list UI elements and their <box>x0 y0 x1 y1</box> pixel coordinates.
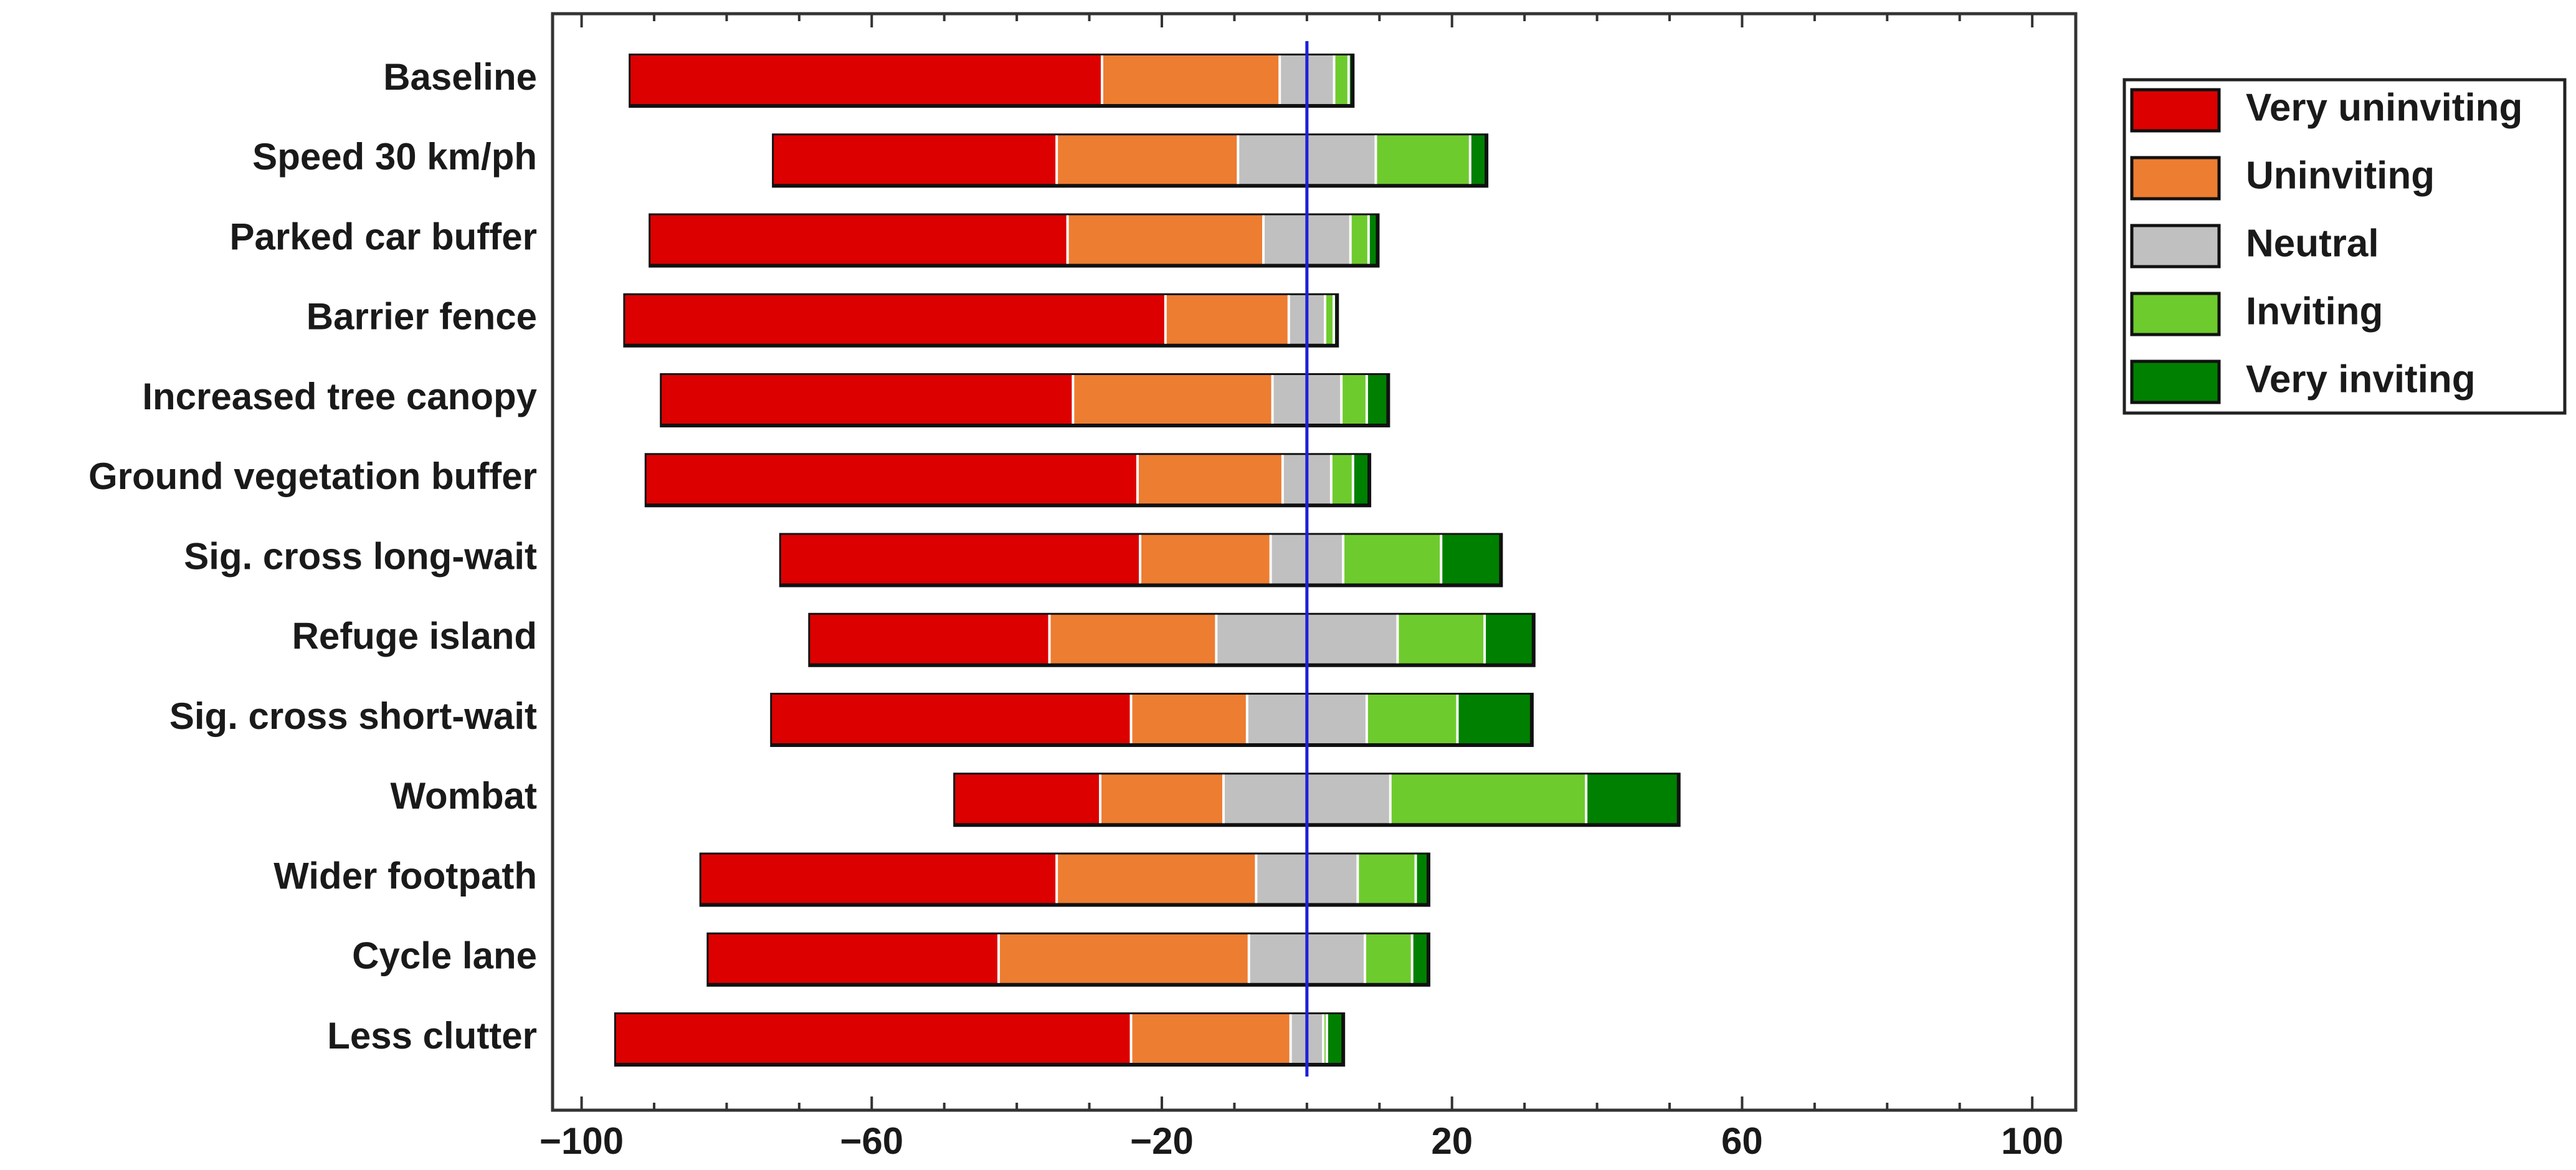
bar-segment-very-uninviting <box>955 774 1101 824</box>
category-labels: Baseline Speed 30 km/ph Parked car buffer B… <box>88 56 538 1057</box>
category-label: Refuge island <box>292 616 537 657</box>
bar-segment-very-inviting <box>1352 455 1368 504</box>
bar-segment-inviting <box>1350 215 1369 264</box>
bar-segment-inviting <box>1390 774 1587 824</box>
category-label: Sig. cross long-wait <box>184 535 537 577</box>
legend-item-very-inviting: Very inviting <box>2130 358 2476 404</box>
bar-segment-very-uninviting <box>701 854 1057 903</box>
bar-segment-very-inviting <box>1412 934 1427 983</box>
bar-segment-very-inviting <box>1366 375 1387 424</box>
bar-segment-uninviting <box>1049 614 1217 663</box>
bar-segment-uninviting <box>999 934 1249 983</box>
category-label: Sig. cross short-wait <box>169 695 537 737</box>
bar-segment-inviting <box>1366 695 1458 743</box>
bar-segment-inviting <box>1341 375 1367 424</box>
bar-segment-very-uninviting <box>708 934 999 983</box>
x-tick-label: 100 <box>2001 1120 2063 1162</box>
bar-segment-very-inviting <box>1441 535 1499 584</box>
bar-segment-very-uninviting <box>810 614 1050 663</box>
bar-segment-very-uninviting <box>625 295 1166 344</box>
bar-segment-very-uninviting <box>774 135 1057 184</box>
category-label: Wombat <box>390 775 537 817</box>
legend-label: Inviting <box>2246 290 2383 333</box>
category-label: Speed 30 km/ph <box>252 136 537 178</box>
category-label: Parked car buffer <box>229 216 537 257</box>
bar-segment-very-inviting <box>1415 854 1427 903</box>
bars-layer <box>614 54 1681 1067</box>
bar-segment-uninviting <box>1101 55 1280 104</box>
bar-segment-uninviting <box>1073 375 1273 424</box>
legend-swatch <box>2130 156 2221 201</box>
bar-segment-inviting <box>1397 614 1485 663</box>
legend-label: Very inviting <box>2246 358 2476 401</box>
legend-swatch <box>2130 88 2221 133</box>
bar-segment-inviting <box>1331 455 1353 504</box>
legend-item-very-uninviting: Very uninviting <box>2130 86 2522 133</box>
category-label: Increased tree canopy <box>142 376 537 417</box>
x-tick-label: −100 <box>539 1120 624 1162</box>
category-label: Wider footpath <box>273 855 537 897</box>
x-tick-label: −20 <box>1130 1120 1194 1162</box>
category-label: Cycle lane <box>352 935 537 977</box>
legend-item-neutral: Neutral <box>2130 222 2379 269</box>
x-tick-label: 60 <box>1721 1120 1763 1162</box>
bar-segment-uninviting <box>1100 774 1224 824</box>
bar-segment-very-inviting <box>1368 215 1376 264</box>
bar-segment-uninviting <box>1131 695 1247 743</box>
legend-label: Uninviting <box>2246 154 2435 197</box>
bar-segment-inviting <box>1357 854 1416 903</box>
bar-segment-very-uninviting <box>646 455 1138 504</box>
bar-segment-very-inviting <box>1485 614 1532 663</box>
bar-segment-inviting <box>1334 55 1349 104</box>
category-label: Baseline <box>383 56 537 98</box>
legend-label: Neutral <box>2246 222 2379 265</box>
bar-segment-inviting <box>1343 535 1442 584</box>
bar-segment-inviting <box>1376 135 1470 184</box>
legend-swatch <box>2130 224 2221 269</box>
bar-segment-inviting <box>1324 295 1334 344</box>
legend-label: Very uninviting <box>2246 86 2522 129</box>
bar-segment-uninviting <box>1057 135 1238 184</box>
bar-segment-uninviting <box>1137 455 1283 504</box>
legend-swatch <box>2130 359 2221 404</box>
bar-segment-uninviting <box>1165 295 1289 344</box>
bar-segment-very-uninviting <box>662 375 1073 424</box>
bar-segment-very-uninviting <box>615 1014 1131 1063</box>
bar-segment-uninviting <box>1131 1014 1291 1063</box>
bar-segment-inviting <box>1323 1014 1327 1063</box>
bar-segment-very-uninviting <box>630 55 1102 104</box>
legend: Very uninviting Uninviting Neutral Invit… <box>2122 78 2567 415</box>
legend-item-inviting: Inviting <box>2130 290 2383 336</box>
legend-swatch <box>2130 292 2221 336</box>
bar-segment-very-uninviting <box>772 695 1131 743</box>
bar-segment-uninviting <box>1067 215 1263 264</box>
bar-segment-very-uninviting <box>650 215 1068 264</box>
bar-segment-uninviting <box>1057 854 1257 903</box>
x-tick-label: 20 <box>1431 1120 1473 1162</box>
bar-segment-very-uninviting <box>781 535 1141 584</box>
bar-segment-very-inviting <box>1326 1014 1342 1063</box>
bar-segment-inviting <box>1365 934 1412 983</box>
bar-segment-very-inviting <box>1457 695 1530 743</box>
category-label: Barrier fence <box>307 296 537 338</box>
bar-segment-very-inviting <box>1586 774 1677 824</box>
legend-item-uninviting: Uninviting <box>2130 154 2435 201</box>
category-label: Less clutter <box>327 1015 537 1057</box>
x-tick-label: −60 <box>840 1120 903 1162</box>
category-label: Ground vegetation buffer <box>88 455 537 497</box>
x-axis-ticks: −100 −60 −20 20 60 100 <box>539 14 2063 1162</box>
bar-segment-uninviting <box>1140 535 1271 584</box>
bar-segment-very-inviting <box>1470 135 1485 184</box>
